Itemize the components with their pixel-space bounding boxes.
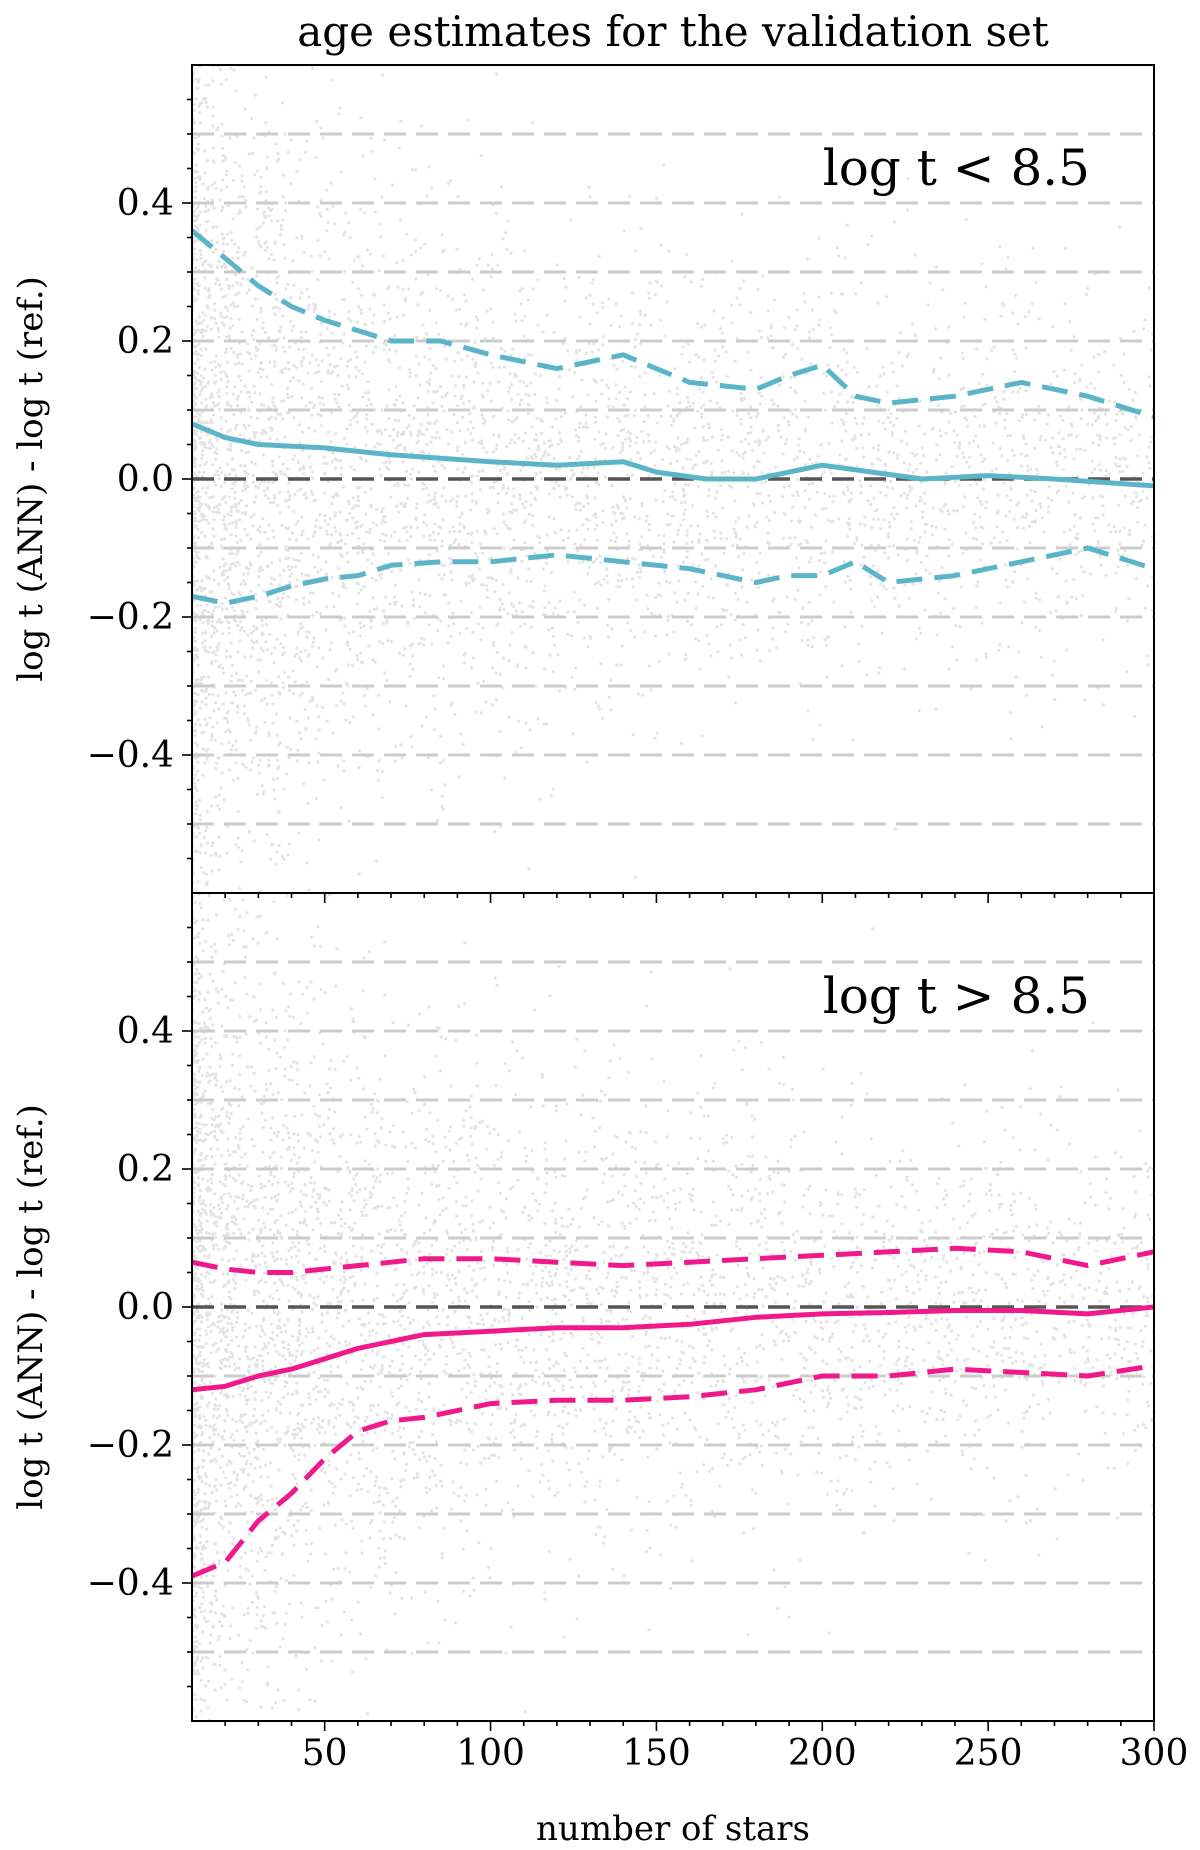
bottom-axis-ticks: 0.4 0.2 0.0 −0.2 −0.4 50 100 150 200 250 300: [87, 926, 1189, 1774]
top-y-tick-label: 0.4: [117, 183, 174, 224]
bot-y-tick-label: −0.2: [87, 1425, 174, 1466]
bot-x-tick-label: 100: [456, 1733, 525, 1774]
top-y-tick-label: −0.4: [87, 735, 174, 776]
bot-series-lower-bound: [192, 1363, 1154, 1579]
bot-y-tick-label: −0.4: [87, 1563, 174, 1604]
top-series-lower-bound: [192, 545, 1154, 606]
top-axis-ticks: 0.4 0.2 0.0 −0.2 −0.4: [87, 98, 1155, 903]
bot-x-tick-label: 250: [954, 1733, 1023, 1774]
top-gridlines: [192, 132, 1154, 826]
x-axis-label: number of stars: [536, 1809, 810, 1849]
bot-x-tick-label: 150: [622, 1733, 691, 1774]
bottom-y-axis-label: log t (ANN) - log t (ref.): [11, 1104, 51, 1510]
bot-y-tick-label: 0.0: [117, 1287, 174, 1328]
bottom-plot-frame: [191, 892, 1155, 1722]
bot-y-tick-label: 0.4: [117, 1011, 174, 1052]
top-y-tick-label: 0.2: [117, 321, 174, 362]
top-y-axis-label: log t (ANN) - log t (ref.): [11, 276, 51, 682]
bot-x-tick-label: 50: [302, 1733, 348, 1774]
bot-x-tick-label: 300: [1120, 1733, 1189, 1774]
bot-series-median: [192, 1304, 1154, 1393]
bot-y-tick-label: 0.2: [117, 1149, 174, 1190]
top-series-upper-bound: [192, 228, 1154, 420]
top-series-lines: [192, 228, 1154, 606]
top-scatter-points: [192, 65, 1154, 893]
top-y-tick-label: 0.0: [117, 459, 174, 500]
top-scatter-dots: [192, 65, 1154, 893]
panel-bottom: 0.4 0.2 0.0 −0.2 −0.4 50 100 150 200 250 300 log t…: [11, 892, 1189, 1774]
bottom-annotation: log t > 8.5: [823, 967, 1090, 1025]
top-series-median: [192, 421, 1154, 489]
bot-series-upper-bound: [192, 1245, 1154, 1275]
chart-title: age estimates for the validation set: [297, 7, 1049, 56]
bot-x-tick-label: 200: [788, 1733, 857, 1774]
top-y-tick-label: −0.2: [87, 597, 174, 638]
panel-top: 0.4 0.2 0.0 −0.2 −0.4 log t < 8.5 log t (ANN…: [11, 64, 1155, 903]
top-annotation: log t < 8.5: [823, 139, 1090, 197]
bottom-series-lines: [192, 1245, 1154, 1579]
bottom-gridlines: [192, 960, 1154, 1654]
